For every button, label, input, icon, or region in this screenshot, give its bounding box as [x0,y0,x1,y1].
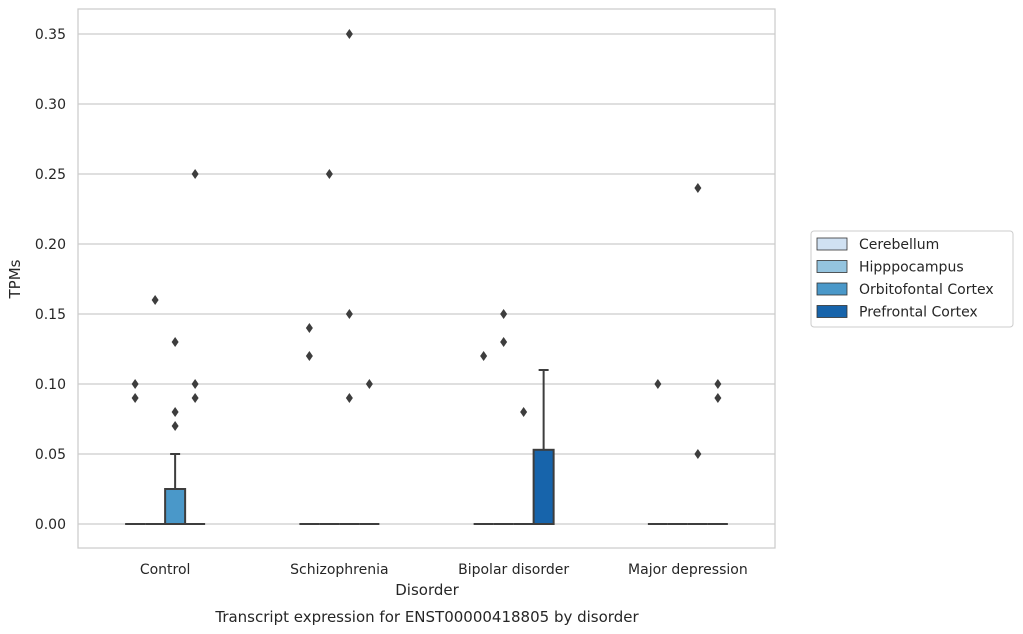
x-tick-label: Control [140,562,191,578]
outlier-point [654,379,662,389]
plot-area-frame [77,8,776,549]
y-tick-label: 0.00 [35,517,66,533]
outlier-point [520,407,528,417]
y-tick-label: 0.25 [35,167,66,183]
box [164,453,187,525]
outlier-point [500,309,508,319]
legend-label: Orbitofontal Cortex [859,282,994,298]
chart-caption: Transcript expression for ENST0000041880… [214,608,639,626]
legend-swatch [816,260,848,273]
x-tick-label: Bipolar disorder [458,562,569,578]
outlier-point [480,351,488,361]
box-body [532,448,555,525]
legend-label: Prefrontal Cortex [859,305,978,321]
outlier-point [191,169,199,179]
outlier-point [171,407,179,417]
legend-label: Hipppocampus [859,260,964,276]
outlier-point [131,393,139,403]
outlier-point [191,379,199,389]
y-tick-label: 0.10 [35,377,66,393]
outlier-point [171,421,179,431]
outlier-point [365,379,373,389]
outlier-point [694,183,702,193]
x-axis-label: Disorder [395,581,459,599]
outlier-point [191,393,199,403]
x-tick-label: Major depression [628,562,748,578]
y-tick-label: 0.30 [35,97,66,113]
legend-swatch [816,237,848,251]
outlier-point [305,351,313,361]
y-tick-label: 0.35 [35,27,66,43]
x-tick-label: Schizophrenia [290,562,388,578]
x-axis-ticks: Control Schizophrenia Bipolar disorder Majo… [140,562,748,578]
outlier-point [345,309,353,319]
y-axis-ticks: 0.00 0.05 0.10 0.15 0.20 0.25 0.30 0.35 [35,27,66,533]
outlier-point [500,337,508,347]
outlier-point [694,449,702,459]
outlier-point [171,337,179,347]
outlier-point [131,379,139,389]
y-tick-label: 0.20 [35,237,66,253]
gridlines [78,33,775,525]
outliers [131,29,722,459]
legend-label: Cerebellum [859,237,939,253]
boxes [125,369,728,525]
legend: Cerebellum Hipppocampus Orbitofontal Corte… [810,230,1014,328]
legend-frame [810,230,1014,328]
y-axis-label: TPMs [6,259,24,299]
outlier-point [714,393,722,403]
legend-swatch [816,282,848,296]
box-body [164,488,187,525]
outlier-point [714,379,722,389]
y-tick-label: 0.15 [35,307,66,323]
outlier-point [151,295,159,305]
outlier-point [325,169,333,179]
outlier-point [345,29,353,39]
y-tick-label: 0.05 [35,447,66,463]
outlier-point [345,393,353,403]
outlier-point [305,323,313,333]
box [532,369,555,525]
legend-swatch [816,305,848,318]
